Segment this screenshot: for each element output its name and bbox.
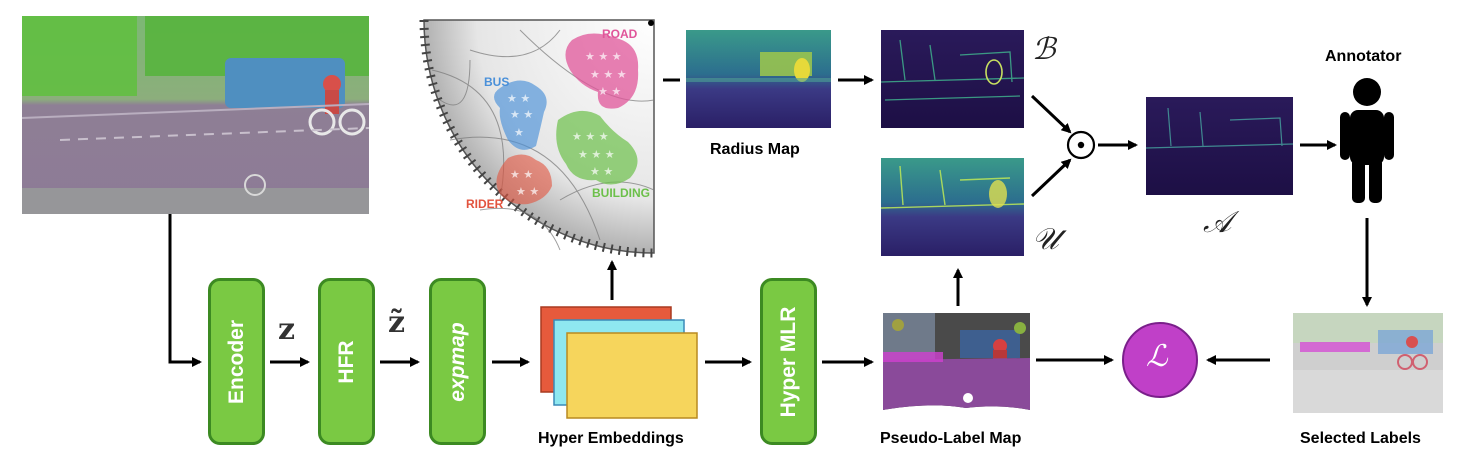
selected-labels-image	[1293, 313, 1443, 413]
svg-text:★: ★	[514, 126, 524, 139]
svg-text:★ ★: ★ ★	[590, 165, 613, 178]
svg-text:★ ★ ★: ★ ★ ★	[585, 50, 622, 63]
road-class-label: ROAD	[602, 27, 638, 41]
z-symbol: z	[278, 312, 296, 347]
pseudo-label-map-image	[883, 313, 1030, 410]
selected-labels-caption: Selected Labels	[1300, 430, 1421, 447]
svg-text:★ ★: ★ ★	[507, 92, 530, 105]
building-class-label: BUILDING	[592, 186, 650, 200]
rider-class-label: RIDER	[466, 197, 504, 211]
person-icon	[1340, 78, 1394, 203]
annotator-caption: Annotator	[1325, 48, 1402, 65]
hfr-block: HFR	[318, 278, 375, 445]
svg-text:★ ★: ★ ★	[510, 108, 533, 121]
input-scene-image	[21, 16, 370, 214]
bus-class-label: BUS	[484, 75, 510, 89]
hadamard-product-icon	[1066, 130, 1096, 160]
acquisition-symbol: 𝒜	[1203, 205, 1232, 240]
hyper-mlr-block: Hyper MLR	[760, 278, 817, 445]
svg-text:★ ★: ★ ★	[598, 85, 621, 98]
boundary-map-image	[880, 30, 1025, 128]
hfr-label: HFR	[334, 339, 358, 384]
uncertainty-symbol: 𝒰	[1032, 222, 1059, 257]
flow-arrows	[168, 75, 1372, 367]
encoder-block: Encoder	[208, 278, 265, 445]
boundary-symbol: ℬ	[1032, 32, 1056, 67]
radius-map-caption: Radius Map	[710, 141, 800, 158]
acquisition-map-image	[1145, 97, 1294, 195]
uncertainty-map-image	[880, 158, 1025, 256]
expmap-block: expmap	[429, 278, 486, 445]
hyper-embeddings-stack	[540, 306, 698, 419]
svg-text:★ ★: ★ ★	[510, 168, 533, 181]
expmap-label: expmap	[445, 321, 469, 402]
loss-symbol: ℒ	[1146, 339, 1168, 374]
svg-text:★ ★ ★: ★ ★ ★	[572, 130, 609, 143]
svg-text:★ ★: ★ ★	[516, 185, 539, 198]
svg-text:★ ★ ★: ★ ★ ★	[590, 68, 627, 81]
encoder-label: Encoder	[224, 319, 248, 404]
hyper-embeddings-caption: Hyper Embeddings	[538, 430, 684, 447]
radius-map-image	[686, 30, 831, 128]
loss-circle-icon	[1122, 322, 1198, 398]
poincare-disk: ★ ★ ★ ★ ★ ★ ★ ★ ★ ★ ★ ★ ★ ★ ★ ★ ★ ★ ★ ★ ★ ★ ★ ★…	[419, 19, 655, 258]
hyper-mlr-label: Hyper MLR	[776, 306, 800, 417]
z-tilde-symbol: z̃	[388, 305, 406, 340]
svg-text:★ ★ ★: ★ ★ ★	[578, 148, 615, 161]
pseudo-label-map-caption: Pseudo-Label Map	[880, 430, 1022, 447]
